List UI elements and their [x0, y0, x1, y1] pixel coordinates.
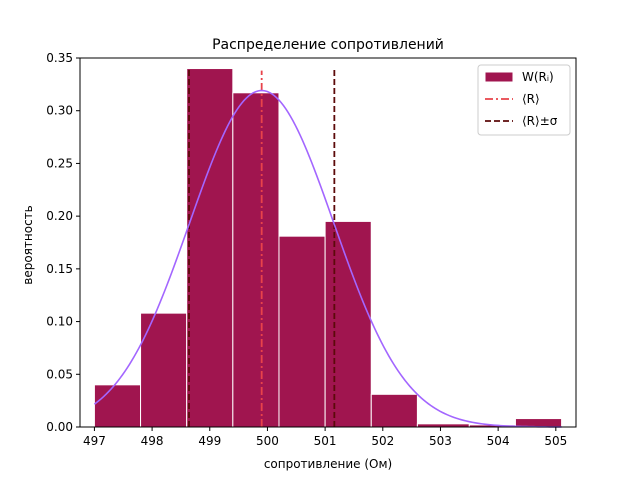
- y-axis-label: вероятность: [21, 205, 35, 284]
- y-tick-label: 0.35: [46, 51, 73, 65]
- legend-swatch: [484, 71, 514, 83]
- x-tick-label: 500: [256, 434, 279, 448]
- x-tick-label: 501: [314, 434, 337, 448]
- histogram-bar: [232, 92, 280, 428]
- x-tick-label: 498: [141, 434, 164, 448]
- x-tick-label: 505: [544, 434, 567, 448]
- x-tick-label: 499: [198, 434, 221, 448]
- y-tick-label: 0.30: [46, 104, 73, 118]
- x-tick-label: 497: [83, 434, 106, 448]
- y-tick-label: 0.05: [46, 367, 73, 381]
- y-tick-label: 0.15: [46, 262, 73, 276]
- legend-label: W(Rᵢ): [522, 70, 554, 84]
- legend: W(Rᵢ) ⟨R⟩ ⟨R⟩±σ: [477, 64, 571, 136]
- y-tick-label: 0.25: [46, 156, 73, 170]
- y-tick-label: 0.10: [46, 315, 73, 329]
- y-tick-label: 0.20: [46, 209, 73, 223]
- histogram-bar: [370, 393, 418, 428]
- histogram-bar: [140, 312, 188, 428]
- x-tick-label: 504: [487, 434, 510, 448]
- plot-area: [93, 68, 563, 428]
- chart-title: Распределение сопротивлений: [212, 37, 444, 53]
- x-tick-label: 503: [429, 434, 452, 448]
- axes-frame: [79, 57, 577, 428]
- y-tick-label: 0.00: [46, 420, 73, 434]
- histogram-bar: [93, 384, 142, 428]
- x-tick-label: 502: [371, 434, 394, 448]
- legend-label: ⟨R⟩: [522, 92, 540, 106]
- x-axis-label: сопротивление (Ом): [264, 457, 392, 471]
- axes: 497 498 499 500 501 502 503 504 505 0.00 0.05 0.10 0…: [46, 51, 577, 448]
- legend-label: ⟨R⟩±σ: [522, 114, 558, 128]
- normal-fit-curve: [93, 89, 562, 428]
- histogram-bar: [186, 68, 234, 428]
- histogram-bar: [324, 220, 372, 428]
- histogram-bar: [278, 235, 326, 428]
